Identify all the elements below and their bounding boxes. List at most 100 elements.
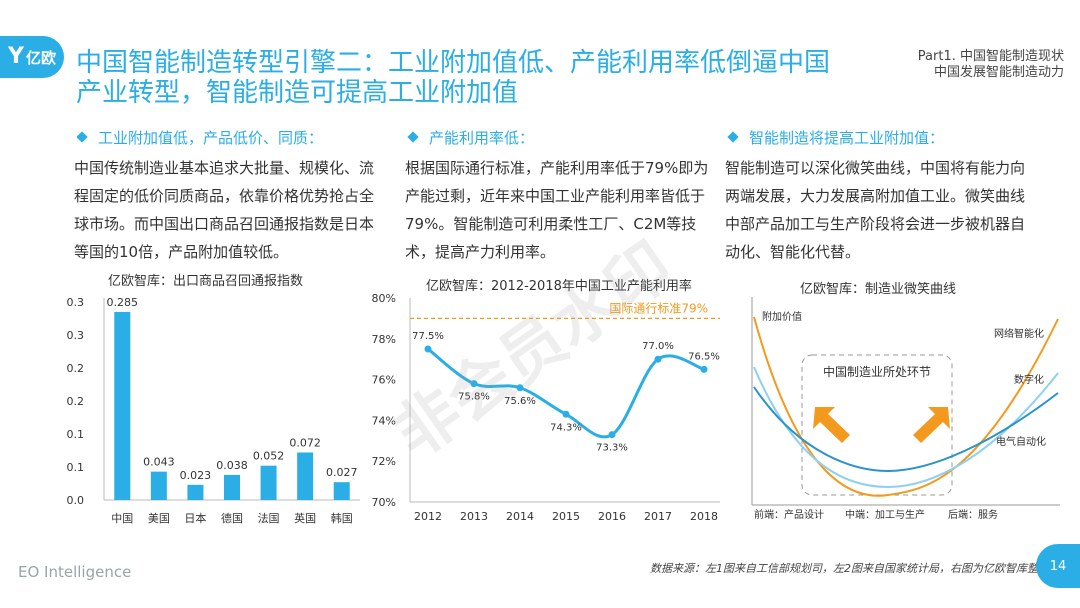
reference-label: 国际通行标准79% [609, 301, 708, 315]
line-chart-title: 亿欧智库：2012-2018年中国工业产能利用率 [426, 279, 692, 294]
bar-y-tick: 0.2 [67, 395, 85, 408]
line-x-tick: 2015 [552, 510, 580, 523]
bar-category-label: 德国 [221, 511, 243, 525]
electric-automation-label: 电气自动化 [996, 435, 1046, 448]
data-point [700, 365, 708, 373]
data-point [424, 345, 432, 353]
bar-category-label: 中国 [111, 512, 133, 525]
digitalization-label: 数字化 [1014, 373, 1044, 386]
diamond-bullet-icon [407, 131, 419, 143]
line-y-tick: 74% [372, 414, 396, 427]
line-y-tick: 72% [372, 455, 396, 468]
page-title: 中国智能制造转型引擎二：工业附加值低、产能利用率低倒逼中国 产业转型，智能制造可… [76, 48, 896, 108]
data-source-note: 数据来源：左1图来自工信部规划司，左2图来自国家统计局，右图为亿欧智库整理 [650, 562, 1049, 575]
bar-category-label: 法国 [258, 511, 280, 525]
bar [333, 482, 350, 500]
smile-curve-title: 亿欧智库：制造业微笑曲线 [800, 282, 957, 297]
data-value-label: 74.3% [550, 422, 582, 433]
bar-category-label: 日本 [184, 511, 206, 525]
bar-value-label: 0.038 [216, 459, 248, 472]
arrow-up-left-icon [813, 407, 850, 443]
column-2-heading: 产能利用率低： [405, 128, 717, 148]
bar-category-label: 韩国 [331, 511, 353, 525]
column-3: 智能制造将提高工业附加值： 智能制造可以深化微笑曲线，中国将有能力向两端发展，大… [725, 128, 1035, 266]
digitalization-curve [753, 366, 1059, 489]
data-value-label: 77.0% [642, 341, 674, 352]
smile-x-label-front: 前端：产品设计 [754, 508, 824, 521]
data-point [608, 431, 616, 439]
bar-y-tick: 0.3 [67, 296, 85, 309]
line-x-tick: 2012 [414, 510, 442, 523]
section-label: Part1. 中国智能制造现状 中国发展智能制造动力 [918, 49, 1064, 81]
diamond-bullet-icon [76, 131, 88, 143]
data-value-label: 76.5% [688, 351, 720, 362]
line-x-tick: 2017 [644, 510, 672, 523]
bar-category-label: 美国 [148, 512, 170, 525]
bar-y-tick: 0.1 [67, 428, 85, 441]
column-2: 产能利用率低： 根据国际通行标准，产能利用率低于79%即为产能过剩，近年来中国工… [405, 128, 717, 266]
bar-value-label: 0.027 [326, 466, 358, 479]
electric-automation-curve [753, 386, 1059, 473]
bar-y-tick: 0.0 [67, 494, 85, 507]
part-line-1: Part1. 中国智能制造现状 [917, 49, 1064, 64]
logo-text: 亿欧 [25, 48, 56, 67]
column-1-heading: 工业附加值低，产品低价、同质： [74, 128, 386, 148]
bar-value-label: 0.043 [143, 456, 175, 469]
arrow-up-right-icon [913, 407, 950, 443]
column-3-heading-text: 智能制造将提高工业附加值： [749, 129, 945, 147]
column-3-body: 智能制造可以深化微笑曲线，中国将有能力向两端发展，大力发展高附加值工业。微笑曲线… [725, 159, 1026, 261]
part-line-2: 中国发展智能制造动力 [933, 65, 1064, 80]
bar [224, 474, 240, 500]
bar-value-label: 0.072 [289, 436, 321, 449]
column-2-heading-text: 产能利用率低： [429, 129, 535, 147]
column-3-heading: 智能制造将提高工业附加值： [725, 128, 1035, 148]
line-y-tick: 78% [372, 333, 396, 346]
bar-chart-title: 亿欧智库：出口商品召回通报指数 [108, 274, 304, 289]
line-x-tick: 2016 [598, 510, 626, 523]
smile-y-label: 附加价值 [762, 310, 802, 323]
bar [187, 484, 204, 500]
line-x-tick: 2018 [690, 510, 718, 523]
china-position-label: 中国制造业所处环节 [823, 364, 931, 379]
line-x-tick: 2013 [460, 510, 488, 523]
brand-logo: Y 亿欧 [0, 36, 64, 78]
bar-value-label: 0.023 [180, 469, 212, 482]
data-point [470, 380, 478, 388]
line-chart: 70% 72% 74% 76% 78% 80% 国际通行标准79% 77.5% 2012 75.8… [372, 292, 720, 523]
bar-y-tick: 0.2 [67, 362, 85, 375]
smile-x-label-middle: 中端：加工与生产 [845, 508, 925, 521]
bar [260, 465, 277, 500]
data-value-label: 77.5% [412, 331, 444, 342]
data-point [654, 355, 662, 363]
column-2-body: 根据国际通行标准，产能利用率低于79%即为产能过剩，近年来中国工业产能利用率皆低… [405, 159, 709, 261]
title-line-2: 产业转型，智能制造可提高工业附加值 [76, 78, 519, 108]
bar-y-tick: 0.3 [67, 329, 85, 342]
network-intelligence-label: 网络智能化 [994, 327, 1044, 340]
data-point [562, 410, 570, 418]
data-point [516, 384, 524, 392]
network-intelligence-curve [753, 316, 1059, 497]
page-number: 14 [1036, 544, 1080, 588]
bar [297, 452, 314, 500]
bar [114, 311, 131, 500]
data-value-label: 75.6% [504, 396, 536, 407]
smile-x-label-back: 后端：服务 [948, 508, 998, 521]
data-value-label: 73.3% [596, 443, 628, 454]
column-1: 工业附加值低，产品低价、同质： 中国传统制造业基本追求大批量、规模化、流程固定的… [74, 128, 386, 266]
column-1-body: 中国传统制造业基本追求大批量、规模化、流程固定的低价同质商品，依靠价格优势抢占全… [74, 159, 375, 261]
bar-chart: 0.0 0.1 0.1 0.2 0.2 0.3 0.3 0.285 中国 0.043 美国 0.023… [67, 296, 360, 525]
logo-icon: Y [8, 44, 24, 69]
title-line-1: 中国智能制造转型引擎二：工业附加值低、产能利用率低倒逼中国 [76, 48, 831, 78]
bar [150, 471, 167, 500]
column-1-heading-text: 工业附加值低，产品低价、同质： [98, 129, 324, 147]
bar-category-label: 英国 [294, 511, 316, 525]
line-y-tick: 80% [372, 292, 396, 305]
bar-y-tick: 0.1 [67, 461, 85, 474]
bar-value-label: 0.285 [107, 296, 138, 309]
data-value-label: 75.8% [458, 392, 490, 403]
bar-value-label: 0.052 [253, 450, 284, 463]
smile-curve-diagram: 附加价值 中国制造业所处环节 网络智能化 数字化 电气自动化 前端：产品设计 中… [751, 297, 1060, 521]
diamond-bullet-icon [727, 131, 739, 143]
footer-brand: EO Intelligence [18, 563, 132, 581]
